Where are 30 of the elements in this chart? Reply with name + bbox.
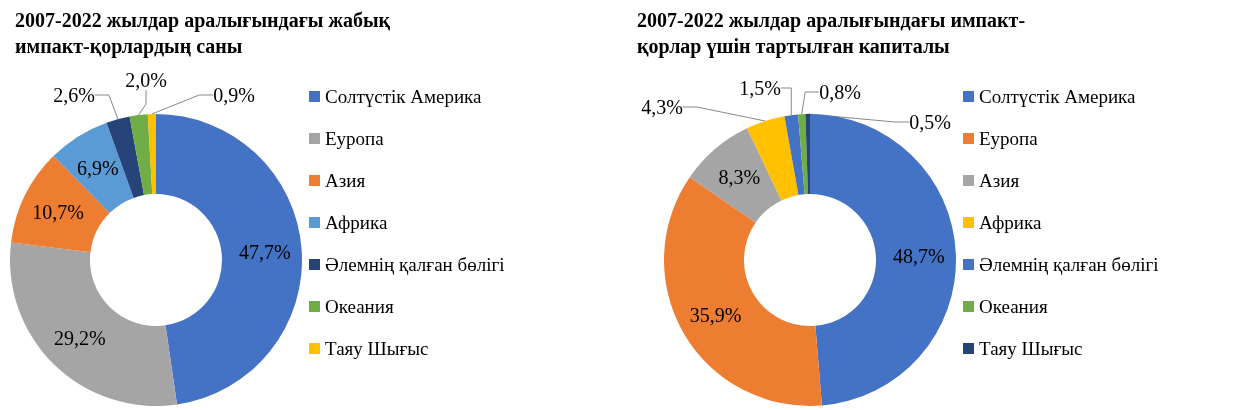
- legend-label: Таяу Шығыс: [325, 338, 429, 359]
- legend-label: Әлемнің қалған бөлігі: [979, 254, 1159, 275]
- data-label: 4,3%: [641, 96, 683, 118]
- data-label: 10,7%: [32, 201, 84, 224]
- data-label: 0,9%: [213, 84, 255, 106]
- data-label: 2,6%: [53, 84, 95, 106]
- data-label: 1,5%: [739, 77, 781, 99]
- data-label: 35,9%: [689, 303, 742, 326]
- data-label: 6,9%: [77, 156, 119, 179]
- legend-label: Таяу Шығыс: [979, 338, 1083, 359]
- data-label: 2,0%: [125, 69, 167, 91]
- legend-label: Солтүстік Америка: [325, 86, 482, 107]
- legend-label: Океания: [979, 296, 1048, 317]
- legend-label: Азия: [979, 170, 1020, 191]
- chart-title: 2007-2022 жылдар аралығындағы жабық импакт-қорлардың саны: [15, 9, 391, 58]
- data-label: 29,2%: [54, 327, 106, 350]
- legend-label: Африка: [325, 212, 388, 233]
- data-label: 0,8%: [819, 81, 861, 103]
- legend-label: Азия: [325, 170, 366, 191]
- data-label: 0,5%: [909, 111, 951, 133]
- legend-label: Океания: [325, 296, 394, 317]
- legend-label: Солтүстік Америка: [979, 86, 1136, 107]
- legend-label: Әлемнің қалған бөлігі: [325, 254, 505, 275]
- chart-title: 2007-2022 жылдар аралығындағы импакт- қорлар үшін тартылған капиталы: [637, 9, 1026, 58]
- legend-label: Еуропа: [979, 128, 1039, 149]
- legend-label: Еуропа: [325, 128, 385, 149]
- data-label: 48,7%: [893, 244, 945, 267]
- legend-label: Африка: [979, 212, 1042, 233]
- data-label: 8,3%: [718, 166, 761, 189]
- data-label: 47,7%: [238, 241, 291, 264]
